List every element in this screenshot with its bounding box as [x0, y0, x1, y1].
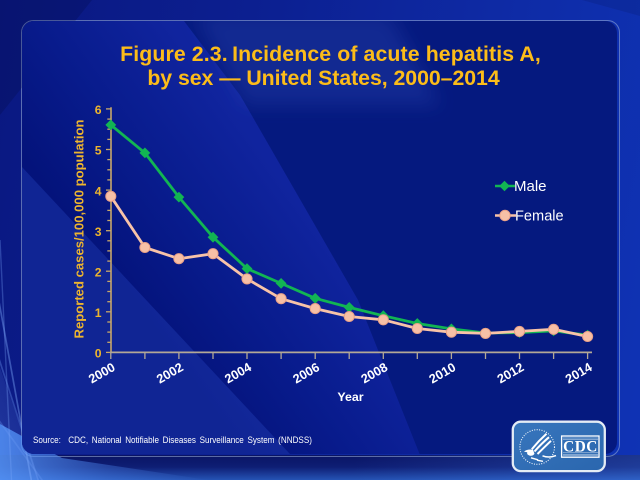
svg-text:3: 3: [95, 225, 102, 239]
svg-text:0: 0: [95, 347, 102, 361]
svg-text:CDC: CDC: [563, 438, 598, 455]
svg-text:6: 6: [95, 103, 102, 117]
svg-text:1: 1: [95, 306, 102, 320]
svg-text:Male: Male: [514, 178, 547, 195]
svg-text:Reported cases/100,000 populat: Reported cases/100,000 population: [72, 119, 87, 338]
svg-text:2: 2: [95, 265, 102, 279]
svg-text:4: 4: [95, 184, 102, 198]
svg-text:5: 5: [95, 144, 102, 158]
svg-text:Year: Year: [337, 390, 363, 404]
svg-text:Female: Female: [515, 209, 564, 225]
